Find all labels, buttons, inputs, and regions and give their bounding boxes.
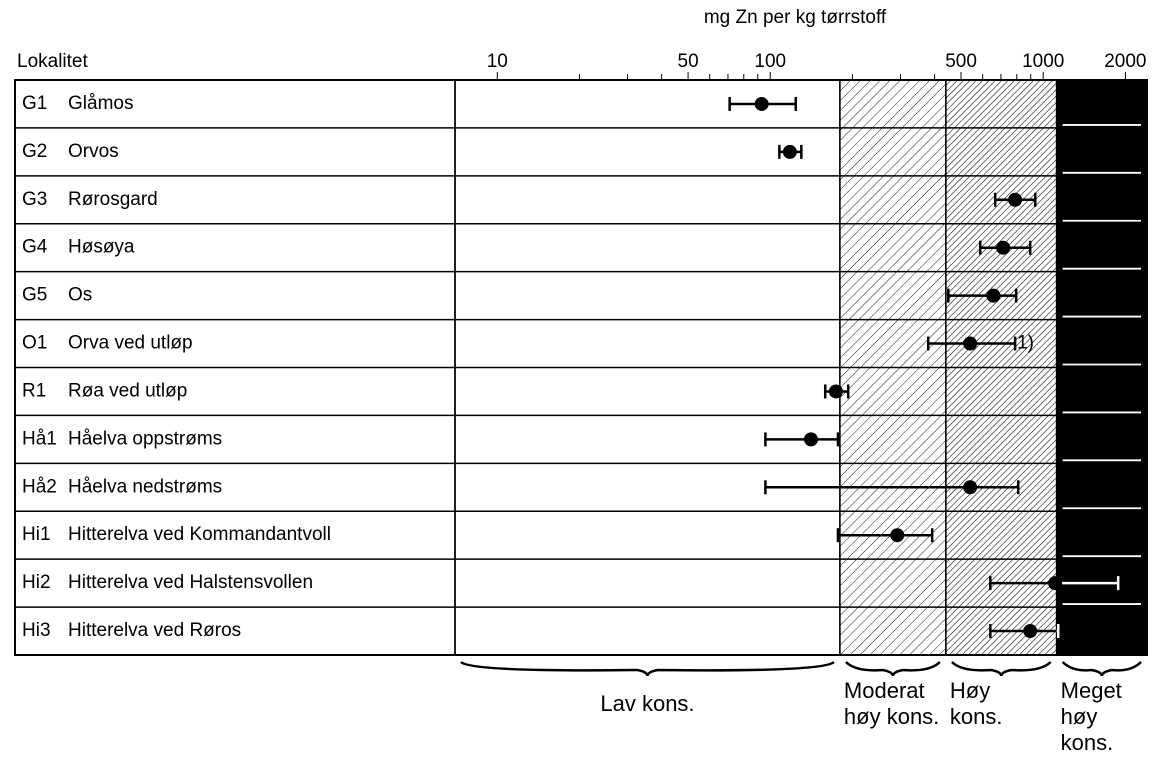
error-bar — [764, 432, 840, 447]
row-header: Lokalitet — [17, 51, 88, 72]
chart-title: mg Zn per kg tørrstoff — [704, 7, 887, 28]
band-label: kons. — [950, 704, 1003, 729]
frame — [14, 79, 1148, 656]
band-label: Moderat — [844, 678, 925, 703]
error-bar — [947, 288, 1018, 303]
error-bar — [1056, 624, 1060, 639]
x-tick-label: 1000 — [1022, 51, 1064, 72]
mean-dot — [782, 144, 797, 159]
band-label: høy kons. — [844, 704, 939, 729]
row-label: Orvos — [68, 141, 119, 162]
mean-dot — [803, 432, 818, 447]
mean-dot — [996, 240, 1011, 255]
x-tick-label: 500 — [945, 51, 977, 72]
x-tick-label: 2000 — [1104, 51, 1146, 72]
row-code: Hi2 — [22, 572, 51, 593]
row-code: R1 — [22, 380, 46, 401]
mean-dot — [1048, 576, 1063, 591]
x-tick-label: 10 — [487, 51, 508, 72]
row-label: Høsøya — [68, 237, 135, 258]
row-code: Hi1 — [22, 524, 51, 545]
x-tick-label: 100 — [754, 51, 786, 72]
x-tick-label: 50 — [678, 51, 699, 72]
error-bar — [836, 528, 934, 543]
mean-dot — [1008, 192, 1023, 207]
error-bar — [1056, 576, 1120, 591]
mean-dot — [1023, 624, 1038, 639]
mean-dot — [754, 96, 769, 111]
brace — [951, 661, 1052, 677]
mean-dot — [890, 528, 905, 543]
row-label: Os — [68, 285, 92, 306]
band-label: Høy — [950, 678, 990, 703]
row-code: Hå1 — [22, 428, 57, 449]
row-code: Hi3 — [22, 620, 51, 641]
brace — [460, 660, 835, 677]
row-code: G1 — [22, 93, 47, 114]
row-code: Hå2 — [22, 476, 57, 497]
mean-dot — [986, 288, 1001, 303]
band-label: Meget — [1061, 678, 1122, 703]
row-code: G2 — [22, 141, 47, 162]
row-label: Håelva oppstrøms — [68, 428, 222, 449]
row-label: Glåmos — [68, 93, 133, 114]
row-label: Hitterelva ved Kommandantvoll — [68, 524, 331, 545]
row-label: Rørosgard — [68, 189, 158, 210]
row-code: G3 — [22, 189, 47, 210]
row-label: Orva ved utløp — [68, 333, 193, 354]
row-label: Hitterelva ved Røros — [68, 620, 241, 641]
mean-dot — [963, 336, 978, 351]
row-label: Hitterelva ved Halstensvollen — [68, 572, 313, 593]
annotation: 1) — [1017, 333, 1034, 354]
class-band — [1055, 79, 1148, 656]
row-label: Håelva nedstrøms — [68, 476, 222, 497]
row-label: Røa ved utløp — [68, 380, 187, 401]
mean-dot — [828, 384, 843, 399]
band-label: kons. — [1061, 730, 1114, 755]
mean-dot — [963, 480, 978, 495]
band-label: Lav kons. — [600, 691, 694, 716]
brace — [1061, 661, 1142, 677]
band-label: høy — [1061, 704, 1098, 729]
row-code: O1 — [22, 333, 47, 354]
brace — [845, 661, 941, 677]
row-code: G5 — [22, 285, 47, 306]
row-code: G4 — [22, 237, 48, 258]
